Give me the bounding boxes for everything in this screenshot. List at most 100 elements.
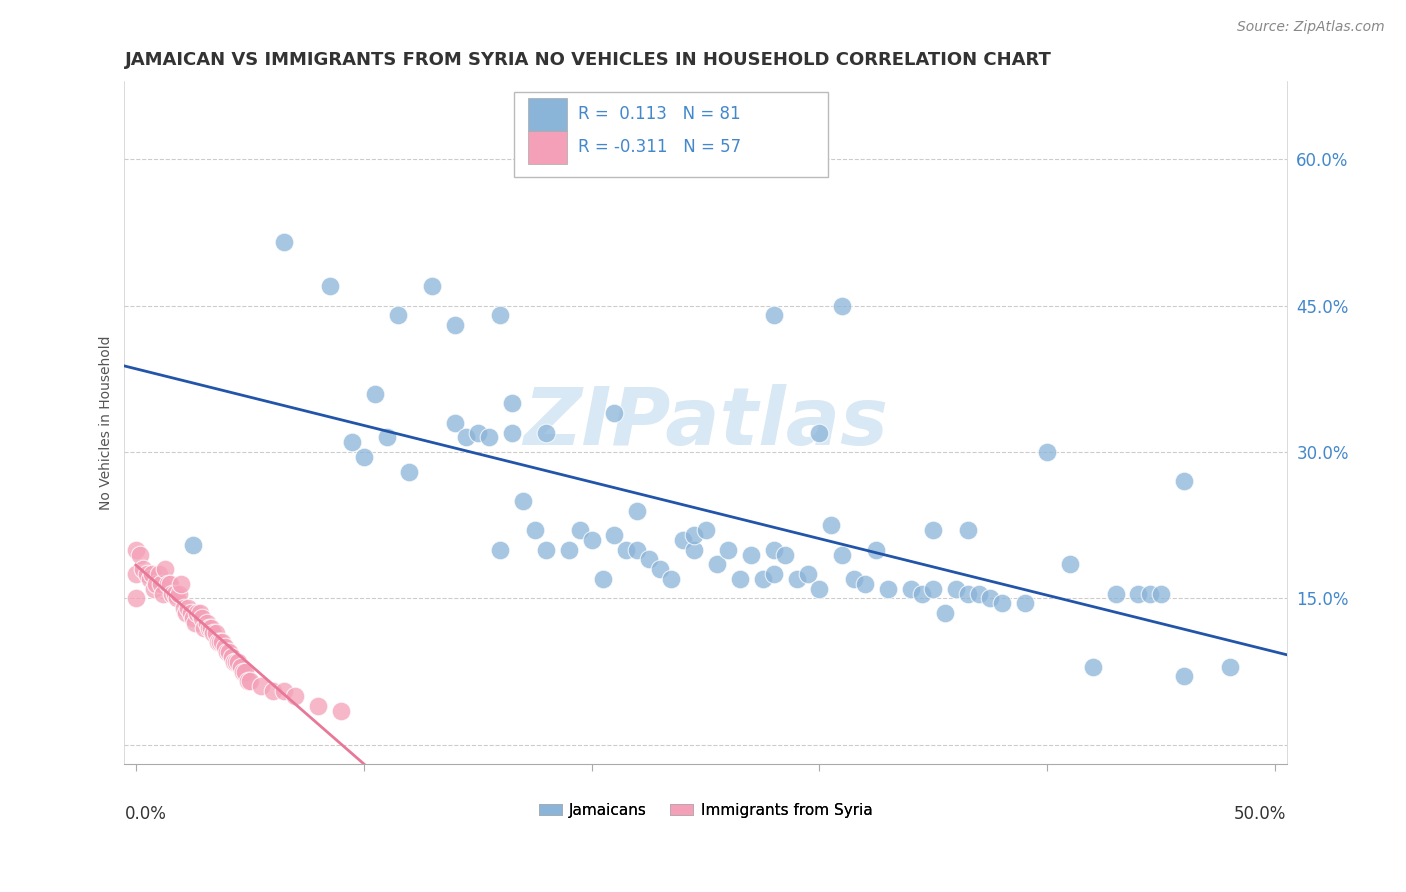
Point [387,309,409,323]
Point [188,606,211,620]
Point [221,649,243,664]
Point [1139,586,1161,600]
Point [207,635,229,649]
Point [501,396,523,410]
Point [1173,475,1195,489]
Point [808,425,831,440]
Point [637,552,659,566]
Point [202,625,225,640]
Point [159,576,181,591]
Point [222,655,245,669]
Point [1150,586,1173,600]
Point [141,567,163,582]
Point [797,567,820,582]
Point [945,582,967,596]
Point [273,235,295,250]
Point [956,586,979,600]
Point [467,425,489,440]
Point [166,591,188,606]
Point [398,465,420,479]
Point [740,548,762,562]
Point [173,601,195,615]
Point [228,655,250,669]
Point [181,611,204,625]
Point [683,542,706,557]
Point [751,572,773,586]
Point [922,582,945,596]
Point [125,542,148,557]
Point [131,562,153,576]
Point [180,606,202,620]
Point [1036,445,1059,459]
Point [1059,558,1081,572]
Text: Source: ZipAtlas.com: Source: ZipAtlas.com [1237,20,1385,34]
Point [318,279,340,293]
Point [444,318,467,333]
Point [155,562,177,576]
Point [592,572,614,586]
Point [195,615,218,630]
Point [204,625,226,640]
Point [900,582,922,596]
Point [364,386,387,401]
Point [353,450,375,464]
Point [193,621,215,635]
Point [262,684,284,698]
Point [145,576,167,591]
Point [1128,586,1150,600]
Point [236,674,259,689]
Point [1014,596,1036,610]
Point [523,523,546,537]
Point [603,406,626,420]
Point [250,679,273,693]
FancyBboxPatch shape [527,98,567,131]
Point [239,674,262,689]
Point [152,586,174,600]
FancyBboxPatch shape [527,131,567,164]
Point [420,279,443,293]
Text: R =  0.113   N = 81: R = 0.113 N = 81 [578,105,741,123]
Point [148,567,170,582]
Point [129,548,152,562]
Point [170,576,193,591]
Point [512,493,534,508]
Text: 50.0%: 50.0% [1234,805,1286,823]
Point [967,586,990,600]
Point [648,562,671,576]
Point [225,655,247,669]
Point [1081,659,1104,673]
Point [831,548,853,562]
Point [181,538,204,552]
Point [197,621,219,635]
Point [191,611,214,625]
Point [162,586,184,600]
Point [569,523,592,537]
Point [695,523,717,537]
Point [603,528,626,542]
Point [375,430,398,444]
Point [143,582,166,596]
Point [218,645,240,659]
Point [717,542,740,557]
Point [626,542,648,557]
Point [229,659,252,673]
Point [672,533,695,547]
Point [831,299,853,313]
Text: JAMAICAN VS IMMIGRANTS FROM SYRIA NO VEHICLES IN HOUSEHOLD CORRELATION CHART: JAMAICAN VS IMMIGRANTS FROM SYRIA NO VEH… [125,51,1052,69]
Point [534,425,557,440]
Point [273,684,295,698]
Point [177,601,200,615]
Point [534,542,557,557]
Text: R = -0.311   N = 57: R = -0.311 N = 57 [578,138,741,156]
Point [762,309,785,323]
Point [762,567,785,582]
Point [156,576,179,591]
Point [956,523,979,537]
Point [478,430,501,444]
Point [626,503,648,517]
Point [489,309,512,323]
Point [728,572,751,586]
Point [762,542,785,557]
Point [136,567,159,582]
Text: ZIPatlas: ZIPatlas [523,384,889,462]
